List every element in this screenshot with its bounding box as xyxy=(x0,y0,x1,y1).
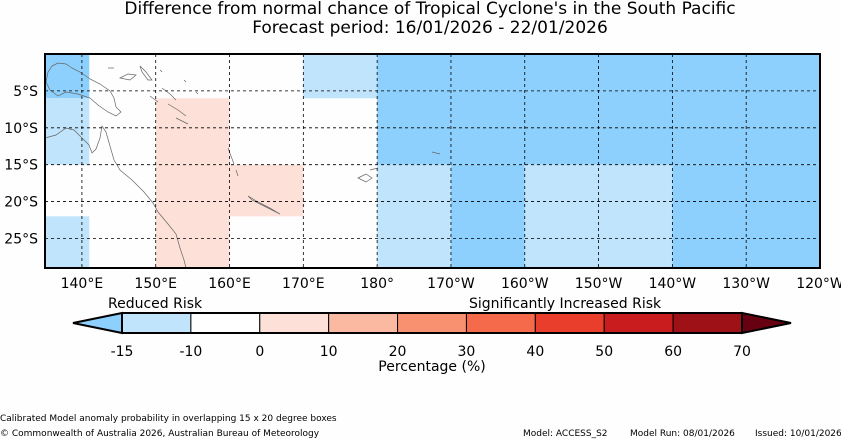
footer-issued: Issued: 10/01/2026 xyxy=(755,429,841,439)
colorbar-segment-4 xyxy=(397,312,467,334)
footer-note: Calibrated Model anomaly probability in … xyxy=(0,414,337,424)
coastlines xyxy=(44,62,441,269)
lat-tick-label: 10°S xyxy=(4,121,38,137)
colorbar xyxy=(72,311,792,335)
colorbar-tick-label: 70 xyxy=(733,344,751,360)
lon-tick-label: 160°E xyxy=(208,276,251,292)
colorbar-tick-label: 50 xyxy=(595,344,613,360)
colorbar-segment-7 xyxy=(603,312,674,334)
lon-tick-label: 180° xyxy=(360,276,394,292)
coastline-samoa xyxy=(431,151,441,155)
coastline-new-britain xyxy=(118,73,137,81)
chart-title: Difference from normal chance of Tropica… xyxy=(124,0,736,19)
anomaly-cell-2 xyxy=(45,216,90,268)
colorbar-tick-label: 10 xyxy=(320,344,338,360)
anomaly-cell-3 xyxy=(155,98,230,268)
colorbar-left-label: Reduced Risk xyxy=(108,296,203,312)
anomaly-cells xyxy=(45,54,820,268)
map-frame xyxy=(44,53,821,269)
coastline-solomons xyxy=(149,87,189,125)
chart-subtitle: Forecast period: 16/01/2026 - 22/01/2026 xyxy=(252,18,608,38)
colorbar-tick-label: 60 xyxy=(664,344,682,360)
coastline-australia xyxy=(44,125,187,269)
lon-tick-label: 170°E xyxy=(282,276,325,292)
coastline-png xyxy=(45,62,122,117)
lon-tick-label: 120°W xyxy=(796,276,841,292)
colorbar-segment-1 xyxy=(190,312,261,334)
colorbar-segment-6 xyxy=(534,312,605,334)
coastline-new-caledonia xyxy=(247,195,281,215)
colorbar-segment-8 xyxy=(672,312,743,334)
colorbar-segment-2 xyxy=(259,312,330,334)
coastline-new-ireland xyxy=(139,65,153,81)
lat-tick-label: 5°S xyxy=(13,84,38,100)
colorbar-right-label: Significantly Increased Risk xyxy=(469,296,662,312)
colorbar-segment-5 xyxy=(465,312,536,334)
colorbar-tick-label: 0 xyxy=(255,344,264,360)
colorbar-tick-label: -10 xyxy=(179,344,202,360)
latitude-tick-labels: 5°S 10°S 15°S 20°S 25°S xyxy=(4,84,38,248)
footer-model-run: Model Run: 08/01/2026 xyxy=(630,429,735,439)
anomaly-cell-1 xyxy=(45,98,90,165)
lat-tick-label: 15°S xyxy=(4,158,38,174)
lon-tick-label: 170°W xyxy=(427,276,475,292)
lon-tick-label: 150°W xyxy=(575,276,623,292)
colorbar-tick-label: 30 xyxy=(458,344,476,360)
colorbar-tick-label: -15 xyxy=(111,344,134,360)
lon-tick-label: 130°W xyxy=(722,276,770,292)
colorbar-over-arrow xyxy=(741,311,792,335)
anomaly-cell-5 xyxy=(303,54,378,99)
colorbar-frame xyxy=(121,312,743,334)
lat-tick-label: 25°S xyxy=(4,231,38,247)
lat-tick-label: 20°S xyxy=(4,195,38,211)
lon-tick-label: 150°E xyxy=(134,276,177,292)
colorbar-under-arrow xyxy=(72,311,123,335)
coastline-fiji xyxy=(357,167,379,183)
coastline-north-islands xyxy=(159,69,199,95)
colorbar-tick-labels: -15 -10 0 10 20 30 40 50 60 70 xyxy=(111,344,751,360)
colorbar-segment-3 xyxy=(328,312,399,334)
lon-tick-label: 140°E xyxy=(61,276,104,292)
colorbar-axis-label: Percentage (%) xyxy=(378,359,485,375)
colorbar-tick-label: 20 xyxy=(389,344,407,360)
colorbar-tick-label: 40 xyxy=(526,344,544,360)
lon-tick-label: 160°W xyxy=(501,276,549,292)
longitude-tick-labels: 140°E 150°E 160°E 170°E 180° 170°W 160°W 150°W 1… xyxy=(61,276,841,292)
coastline-vanuatu xyxy=(227,147,239,177)
anomaly-cell-8 xyxy=(450,164,525,268)
footer-copyright: © Commonwealth of Australia 2026, Austra… xyxy=(0,429,320,439)
colorbar-segment-0 xyxy=(121,312,192,334)
lon-tick-label: 140°W xyxy=(649,276,697,292)
footer-model: Model: ACCESS_S2 xyxy=(523,429,608,439)
anomaly-cell-4 xyxy=(229,164,304,217)
anomaly-cell-7 xyxy=(377,164,451,268)
